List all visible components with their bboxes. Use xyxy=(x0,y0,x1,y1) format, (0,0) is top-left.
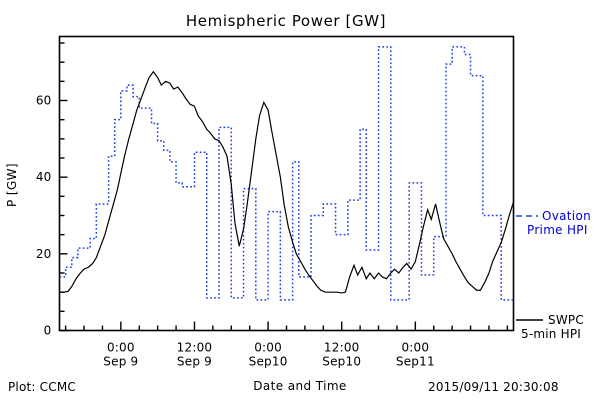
legend-blue-label-line1: Ovation xyxy=(542,209,591,223)
legend-blue-label-line2: Prime HPI xyxy=(527,223,588,237)
x-tick-label-time: 0:00 xyxy=(254,341,282,355)
legend-swpc-5min: SWPC 5-min HPI xyxy=(516,313,584,341)
y-axis-tick-labels: 0 20 40 60 xyxy=(36,94,52,338)
x-tick-label-time: 0:00 xyxy=(107,341,135,355)
series-swpc-5min-hpi xyxy=(59,70,515,294)
x-tick-label-date: Sep11 xyxy=(396,355,435,369)
x-tick-label-time: 12:00 xyxy=(324,341,360,355)
footer-plot-credit: Plot: CCMC xyxy=(8,380,76,394)
x-tick-label-date: Sep 9 xyxy=(103,355,138,369)
x-axis-title: Date and Time xyxy=(253,379,346,393)
x-tick-label-date: Sep10 xyxy=(249,355,288,369)
x-tick-label-date: Sep10 xyxy=(322,355,361,369)
y-tick-label: 60 xyxy=(36,94,52,108)
legend-ovation-prime: Ovation Prime HPI xyxy=(516,209,591,237)
x-axis-ticks xyxy=(64,321,509,331)
footer-timestamp: 2015/09/11 20:30:08 xyxy=(428,380,559,394)
data-series-layer xyxy=(59,46,515,301)
series-ovation-prime-hpi xyxy=(59,46,515,301)
y-tick-label: 20 xyxy=(36,247,52,261)
y-axis-title: P [GW] xyxy=(5,163,19,207)
y-tick-label: 0 xyxy=(44,324,52,338)
x-tick-label-time: 12:00 xyxy=(177,341,213,355)
legend-black-label-line1: SWPC xyxy=(548,313,584,327)
y-axis-ticks xyxy=(59,42,68,332)
x-tick-label-date: Sep 9 xyxy=(177,355,212,369)
legend-black-label-line2: 5-min HPI xyxy=(521,327,581,341)
chart-title: Hemispheric Power [GW] xyxy=(186,12,386,30)
y-tick-label: 40 xyxy=(36,170,52,184)
x-tick-label-time: 0:00 xyxy=(401,341,429,355)
